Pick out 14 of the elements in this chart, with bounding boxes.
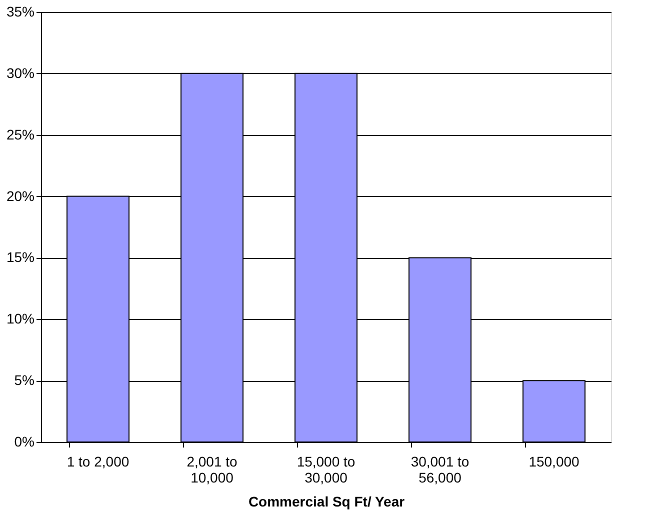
x-tick-label: 15,000 to 30,000 [296, 454, 356, 486]
y-tick-label: 20% [6, 188, 34, 204]
y-tick-label: 15% [6, 249, 34, 266]
x-axis-title: Commercial Sq Ft/ Year [248, 494, 406, 510]
y-tick-label: 10% [6, 310, 34, 327]
y-tick-label: 5% [14, 372, 34, 388]
y-tick-label: 35% [6, 4, 34, 20]
y-tick-label: 25% [6, 126, 34, 142]
x-tick-label: 2,001 to 10,000 [186, 454, 238, 486]
y-tick-label: 30% [6, 64, 34, 81]
y-tick-label: 0% [14, 434, 34, 450]
x-tick-label: 150,000 [528, 454, 580, 470]
x-tick-label: 30,001 to 56,000 [410, 454, 470, 486]
x-tick-label: 1 to 2,000 [66, 454, 130, 470]
